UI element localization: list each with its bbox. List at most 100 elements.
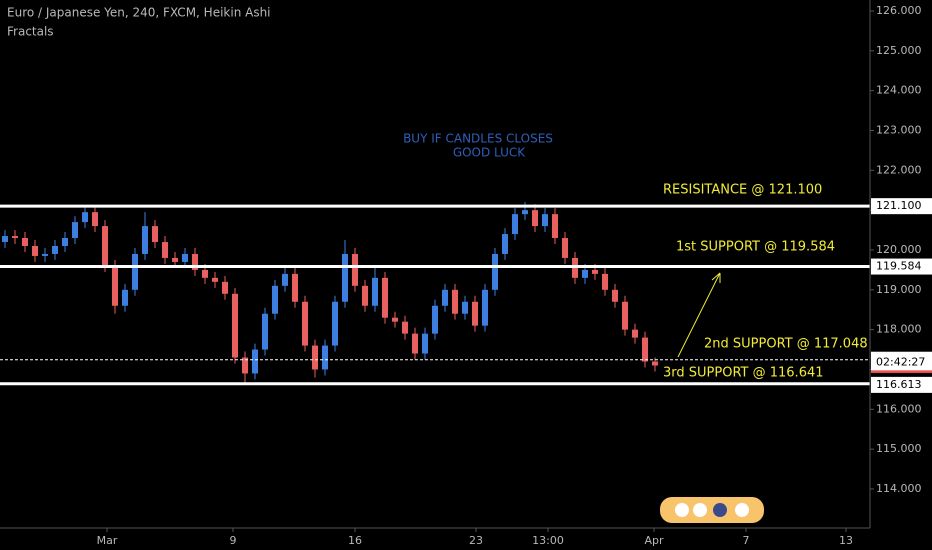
candle-body — [322, 345, 328, 370]
candle-body — [332, 301, 338, 346]
candle-body — [532, 210, 538, 227]
candle-body — [292, 273, 298, 302]
candle-body — [102, 226, 108, 266]
candle-body — [152, 226, 158, 243]
candle-body — [72, 222, 78, 239]
candle-body — [242, 357, 248, 374]
candle-body — [472, 301, 478, 326]
x-tick-label: 9 — [230, 534, 237, 547]
plot — [0, 202, 870, 386]
level-note: 3rd SUPPORT @ 116.641 — [663, 366, 824, 381]
candle-body — [342, 253, 348, 302]
x-tick-label: 13 — [839, 534, 853, 547]
x-tick-label: 7 — [743, 534, 750, 547]
event-icon — [713, 503, 727, 517]
x-tick-label: 13:00 — [532, 534, 564, 547]
candle-body — [192, 253, 198, 270]
candle-body — [42, 253, 48, 256]
price-box — [871, 198, 932, 215]
candle-body — [92, 212, 98, 227]
y-tick-label: 124.000 — [876, 84, 922, 97]
y-tick-label: 120.000 — [876, 243, 922, 256]
candle-body — [522, 210, 528, 215]
candle-body — [302, 301, 308, 346]
candle-body — [172, 257, 178, 262]
candle-body — [592, 269, 598, 274]
note: BUY IF CANDLES CLOSES — [403, 132, 553, 146]
candle-body — [52, 245, 58, 254]
candle-body — [602, 273, 608, 290]
indicator-name: Fractals — [7, 25, 54, 39]
candle-body — [82, 212, 88, 223]
candle-body — [492, 253, 498, 290]
candle-body — [32, 245, 38, 256]
candle-body — [512, 214, 518, 235]
candle-body — [352, 253, 358, 286]
candle-body — [272, 285, 278, 314]
event-icon — [735, 503, 749, 517]
x-tick-label: Mar — [97, 534, 118, 547]
candle-body — [432, 305, 438, 334]
candle-body — [182, 253, 188, 262]
y-tick-label: 114.000 — [876, 482, 922, 495]
candle-body — [122, 289, 128, 306]
price-label: 119.584 — [876, 260, 922, 273]
countdown: 02:42:27 — [876, 355, 925, 368]
y-tick-label: 118.000 — [876, 323, 922, 336]
y-tick-label: 122.000 — [876, 163, 922, 176]
candle-body — [582, 269, 588, 278]
arrow-head — [711, 272, 721, 283]
x-tick-label: 16 — [348, 534, 362, 547]
countdown-box — [871, 354, 932, 371]
price-label: 121.100 — [876, 199, 922, 212]
candle-body — [392, 317, 398, 322]
candle-body — [2, 236, 8, 243]
candle-body — [282, 273, 288, 286]
candle-body — [362, 285, 368, 306]
candle-body — [212, 277, 218, 282]
candle-body — [652, 361, 658, 366]
y-tick-label: 123.000 — [876, 123, 922, 136]
candle-body — [132, 253, 138, 290]
candle-body — [262, 313, 268, 350]
event-icon — [675, 503, 689, 517]
candle-body — [22, 238, 28, 246]
level-note: 2nd SUPPORT @ 117.048 — [704, 337, 868, 352]
candle-body — [372, 277, 378, 306]
candle-body — [252, 349, 258, 374]
candle-body — [482, 289, 488, 326]
x-tick-label: Apr — [644, 534, 664, 547]
y-tick-label: 115.000 — [876, 442, 922, 455]
level-note: 1st SUPPORT @ 119.584 — [676, 240, 835, 255]
candle-body — [632, 329, 638, 338]
event-icons — [660, 497, 764, 523]
candle-body — [312, 345, 318, 370]
price-box — [871, 258, 932, 275]
candle-body — [232, 293, 238, 358]
candle-body — [612, 289, 618, 302]
candle-body — [552, 214, 558, 239]
candle-body — [402, 321, 408, 334]
event-icon — [693, 503, 707, 517]
candle-body — [542, 214, 548, 227]
candle-body — [62, 238, 68, 246]
level-note: RESISITANCE @ 121.100 — [663, 183, 822, 198]
candle-body — [622, 301, 628, 330]
candle-body — [142, 226, 148, 254]
candle-body — [562, 238, 568, 258]
arrow — [677, 272, 721, 358]
y-tick-label: 116.000 — [876, 402, 922, 415]
candle-body — [382, 277, 388, 318]
candle-body — [412, 333, 418, 354]
candle-body — [222, 281, 228, 294]
y-tick-label: 119.000 — [876, 283, 922, 296]
note: GOOD LUCK — [453, 146, 526, 160]
x-tick-label: 23 — [469, 534, 483, 547]
candle-body — [422, 333, 428, 354]
candle-body — [452, 289, 458, 314]
candle-body — [442, 289, 448, 306]
candle-body — [12, 236, 18, 239]
candle-body — [462, 301, 468, 314]
